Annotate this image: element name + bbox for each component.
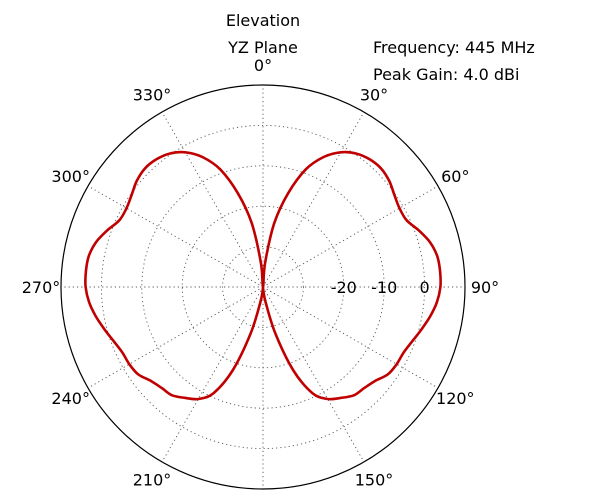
outer-circle <box>60 84 466 490</box>
gain-pattern-line <box>84 150 442 401</box>
angular-gridline <box>262 111 365 288</box>
radial-tick-label: 0 <box>420 278 430 297</box>
peak-gain-annotation: Peak Gain: 4.0 dBi <box>373 65 519 84</box>
chart-title-line-2: YZ Plane <box>227 38 298 57</box>
angular-gridline <box>87 185 264 288</box>
angle-tick-label: 0° <box>254 56 272 75</box>
angle-tick-label: 210° <box>133 470 172 489</box>
radial-gridline <box>100 124 426 450</box>
angular-gridline <box>87 286 264 389</box>
angular-gridline <box>161 111 264 288</box>
polar-grid <box>61 85 465 489</box>
angle-tick-label: 120° <box>436 389 475 408</box>
angular-gridline <box>161 286 264 463</box>
axis-labels: 0° 30° 60° 90° 120° 150° 180° 210° 240° 270° 300° 3… <box>22 56 499 502</box>
chart-title-line-1: Elevation <box>226 11 300 30</box>
angle-tick-label: 180° <box>244 500 283 502</box>
frequency-annotation: Frequency: 445 MHz <box>373 38 535 57</box>
pattern-series <box>84 150 442 401</box>
radial-tick-label: -10 <box>371 278 397 297</box>
angle-tick-label: 90° <box>471 278 499 297</box>
radial-gridline <box>141 165 385 409</box>
angular-gridline <box>262 286 439 389</box>
angle-tick-label: 60° <box>441 167 469 186</box>
angular-gridline <box>262 185 439 288</box>
angle-tick-label: 150° <box>355 470 394 489</box>
radial-gridline <box>222 246 304 328</box>
angular-gridline <box>262 286 365 463</box>
angle-tick-label: 30° <box>360 86 388 105</box>
angle-tick-label: 300° <box>51 167 90 186</box>
angle-tick-label: 270° <box>22 278 61 297</box>
angle-tick-label: 240° <box>51 389 90 408</box>
radial-tick-label: -20 <box>331 278 357 297</box>
angle-tick-label: 330° <box>133 86 172 105</box>
